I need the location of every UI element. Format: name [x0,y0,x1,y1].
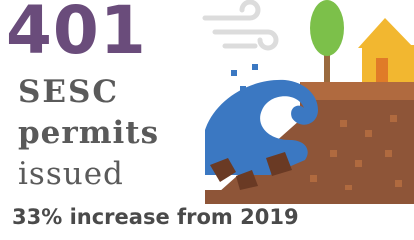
infographic: 401 SESC permits issued 33% increase fro… [0,0,414,240]
headline-line: issued [18,156,124,192]
headline-number: 401 [6,0,147,69]
cliff-top [300,82,414,100]
tree-crown [310,0,344,56]
house-roof [358,18,414,48]
headline-line: permits [18,115,159,151]
ground [205,190,414,204]
house-door [376,58,388,83]
wind [205,2,276,48]
footer-text: 33% increase from 2019 [12,205,299,229]
headline-line: SESC [18,74,119,110]
